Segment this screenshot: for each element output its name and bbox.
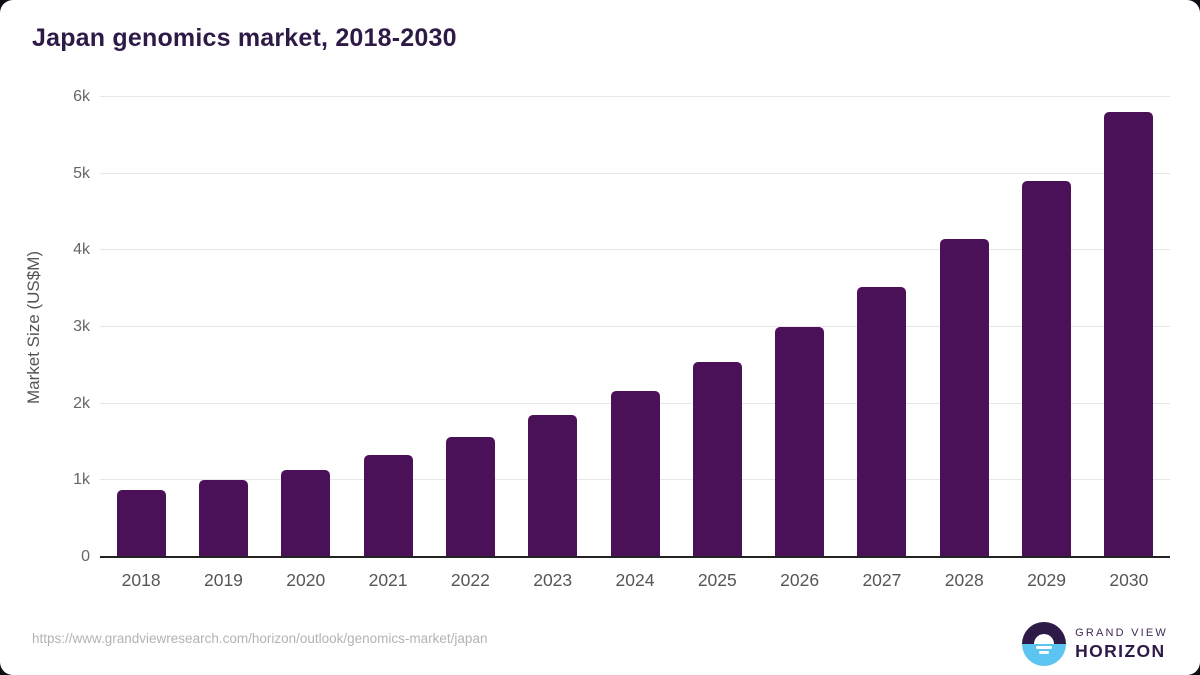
x-tick-label-2029: 2029 — [1027, 570, 1066, 590]
bar-2019 — [198, 480, 248, 557]
y-tick-label-0: 0 — [81, 548, 90, 565]
x-tick-label-2025: 2025 — [697, 570, 737, 590]
x-tick-label-2023: 2023 — [533, 570, 573, 590]
logo-product-name: HORIZON — [1075, 640, 1166, 661]
bar-2023 — [528, 415, 578, 557]
bar-2021 — [363, 455, 413, 557]
y-tick-label-4k: 4k — [73, 241, 90, 259]
source-url: https://www.grandviewresearch.com/horizo… — [32, 631, 488, 646]
gridline-4k — [100, 249, 1170, 251]
x-tick-label-2019: 2019 — [203, 570, 243, 590]
bar-2026 — [775, 327, 825, 557]
y-tick-label-6k: 6k — [73, 88, 90, 105]
gridline-6k — [100, 96, 1170, 97]
x-tick-label-2030: 2030 — [1109, 570, 1149, 590]
y-tick-label-5k: 5k — [73, 164, 90, 182]
bar-2028 — [939, 238, 989, 557]
x-tick-label-2020: 2020 — [286, 570, 326, 590]
bar-2027 — [857, 287, 907, 557]
bar-2024 — [610, 391, 660, 557]
bar-2022 — [445, 436, 495, 557]
horizon-sun-icon — [1022, 622, 1067, 666]
x-axis-line — [100, 556, 1170, 558]
logo-brand-name: GRAND VIEW — [1075, 626, 1168, 639]
bar-2018 — [116, 490, 166, 557]
chart-title: Japan genomics market, 2018-2030 — [32, 24, 457, 52]
x-tick-label-2026: 2026 — [780, 570, 820, 590]
sun-reflection-bar — [1039, 651, 1050, 654]
y-axis-title: Market Size (US$M) — [24, 250, 43, 404]
y-tick-label-3k: 3k — [73, 318, 90, 335]
x-tick-label-2018: 2018 — [121, 570, 161, 590]
x-tick-label-2024: 2024 — [615, 570, 655, 590]
bar-2029 — [1022, 181, 1072, 557]
logo-text: GRAND VIEW HORIZON — [1075, 627, 1168, 662]
gridline-5k — [100, 172, 1170, 174]
x-tick-label-2021: 2021 — [368, 570, 408, 590]
gridline-3k — [100, 326, 1170, 327]
bar-2025 — [692, 361, 742, 557]
x-tick-label-2028: 2028 — [944, 570, 984, 590]
grand-view-horizon-logo: GRAND VIEW HORIZON — [1022, 622, 1168, 666]
x-tick-label-2022: 2022 — [450, 570, 490, 590]
x-tick-label-2027: 2027 — [862, 570, 902, 590]
bar-2030 — [1104, 112, 1154, 557]
y-tick-label-1k: 1k — [73, 471, 90, 489]
sun-reflection-bar — [1036, 646, 1053, 649]
bar-2020 — [281, 469, 331, 557]
plot-area: 0 1k 2k 3k 4k 5k 6k 2018 2019 2020 2021 2022 2023 20… — [73, 88, 1170, 590]
sun-dome-shape — [1034, 634, 1055, 644]
y-tick-label-2k: 2k — [73, 394, 90, 412]
